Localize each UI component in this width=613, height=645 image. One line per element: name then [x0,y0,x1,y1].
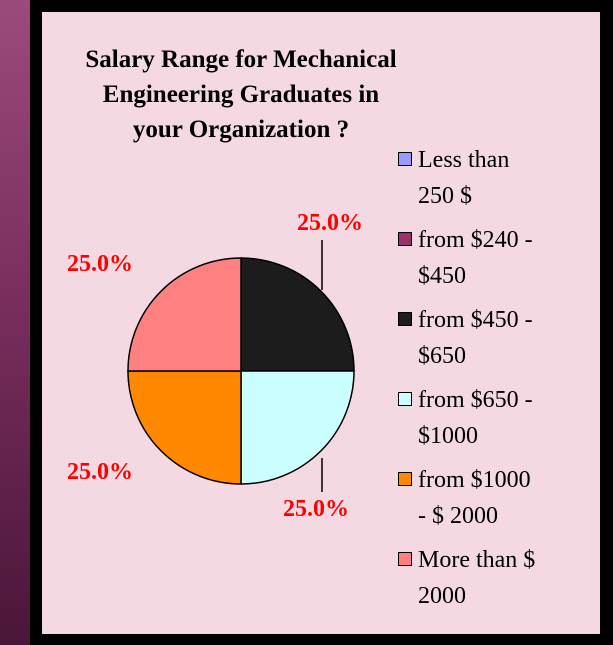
pie-slice [127,370,242,485]
pie-slice [240,370,355,485]
legend-swatch [398,232,412,246]
data-label: 25.0% [297,210,363,236]
data-label: 25.0% [67,251,133,277]
legend-label: Less than 250 $ [418,147,510,209]
legend-label: from $650 - $1000 [418,387,533,449]
legend-swatch [398,472,412,486]
legend-label: from $240 - $450 [418,227,533,289]
legend-swatch [398,392,412,406]
legend-label: More than $ 2000 [418,547,536,609]
data-label: 25.0% [67,459,133,485]
legend-label: from $1000 - $ 2000 [418,467,531,529]
data-label: 25.0% [283,496,349,522]
chart-title: Salary Range for Mechanical Engineering … [85,46,397,143]
legend-swatch [398,552,412,566]
title-box: Salary Range for Mechanical Engineering … [85,46,397,143]
legend-swatch [398,312,412,326]
pie-slice [127,257,242,372]
legend-label: from $450 - $650 [418,307,533,369]
legend-swatch [398,152,412,166]
pie-slice [240,257,355,372]
